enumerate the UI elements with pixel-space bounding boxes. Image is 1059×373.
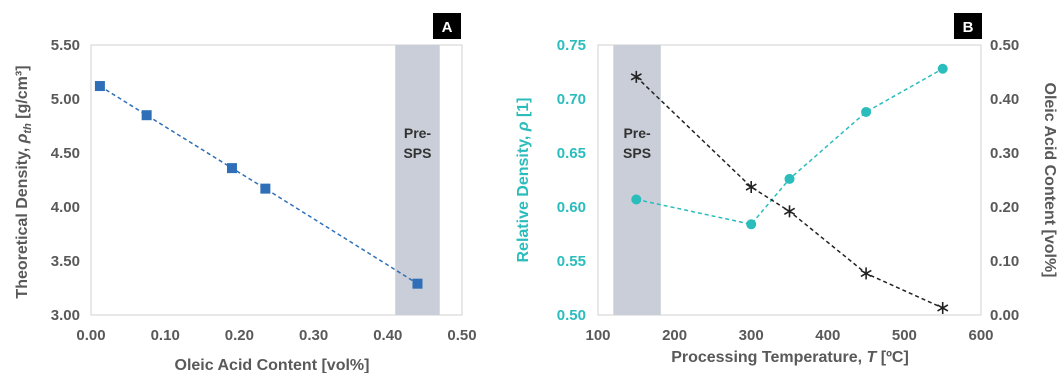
data-point-square — [260, 183, 271, 194]
x-axis-title-b-symbol: T — [867, 349, 878, 366]
asterisk-stroke — [745, 183, 757, 191]
y-tick-label-a: 3.50 — [51, 253, 80, 270]
y-axis-title-b-main: Relative Density, — [515, 131, 532, 262]
x-tick-label-a: 0.40 — [373, 327, 402, 344]
x-tick-label-a: 0.50 — [447, 327, 476, 344]
y-tick-label-a: 5.00 — [51, 91, 80, 108]
x-tick-label-a: 0.10 — [151, 327, 180, 344]
x-tick-label-b: 200 — [662, 327, 687, 344]
y-axis-title-b-symbol: ρ — [515, 121, 532, 132]
y-tick-label-b: 0.50 — [557, 307, 586, 324]
y2-tick-label-b: 0.20 — [990, 199, 1019, 216]
series-line-oleic-acid — [635, 76, 944, 309]
y-tick-label-b: 0.55 — [557, 253, 586, 270]
pre-sps-band-a — [395, 45, 440, 315]
data-point-circle — [861, 106, 872, 117]
x-axis-title-a: Oleic Acid Content [vol%] — [175, 357, 370, 373]
data-point-circle — [631, 194, 642, 205]
x-axis-title-b-units: [ºC] — [876, 349, 909, 366]
x-tick-label-b: 400 — [815, 327, 840, 344]
x-axis-title-b-main: Processing Temperature, — [671, 349, 866, 366]
panel-label-box-a — [433, 13, 461, 39]
x-tick-label-a: 0.30 — [299, 327, 328, 344]
series-b — [630, 63, 949, 314]
plot-area-a — [90, 44, 463, 316]
pre-sps-label-line2-b: SPS — [623, 145, 651, 161]
plot-area-b — [597, 44, 982, 316]
data-point-asterisk — [745, 181, 757, 194]
panel-label-b: B — [963, 19, 974, 36]
y-axis-title-a-main: Theoretical Density, — [14, 143, 31, 298]
pre-sps-label-line1-b: Pre- — [623, 125, 651, 141]
y-axis-title-b: Relative Density, ρ [1] — [515, 98, 532, 263]
pre-sps-label-line1-a: Pre- — [404, 125, 432, 141]
data-point-square — [412, 278, 423, 289]
panel-label-box-b — [954, 13, 982, 39]
x-tick-label-b: 300 — [739, 327, 764, 344]
x-tick-label-b: 500 — [892, 327, 917, 344]
y-tick-label-b: 0.65 — [557, 145, 586, 162]
data-point-circle — [746, 219, 757, 230]
y-axis-title-b-units: [1] — [515, 98, 532, 122]
pre-sps-band-b — [613, 45, 661, 315]
panel-b: Pre- SPS 100 200 300 400 500 600 0.50 0.55 0.60 0… — [515, 13, 1058, 366]
x-tick-label-b: 100 — [585, 327, 610, 344]
y-axis-title-a-sub: th — [22, 123, 34, 134]
data-point-square — [226, 163, 237, 174]
y-tick-label-b: 0.70 — [557, 91, 586, 108]
panel-a: Pre- SPS 0.00 0.10 0.20 0.30 0.40 0.50 3.00 3.5… — [14, 13, 477, 373]
x-tick-label-a: 0.20 — [225, 327, 254, 344]
data-point-asterisk — [783, 205, 796, 218]
y2-tick-label-b: 0.10 — [990, 253, 1019, 270]
series-line-relative-density — [636, 68, 944, 226]
data-point-asterisk — [860, 267, 872, 280]
data-point-square — [141, 110, 152, 121]
y-tick-label-a: 4.50 — [51, 145, 80, 162]
asterisk-stroke — [783, 207, 796, 216]
y2-tick-label-b: 0.50 — [990, 37, 1019, 54]
ticks-b: 100 200 300 400 500 600 0.50 0.55 0.60 0.65 0.70 0.… — [557, 37, 1019, 344]
ticks-a: 0.00 0.10 0.20 0.30 0.40 0.50 3.00 3.50 4.00 4.50… — [51, 37, 477, 344]
y-tick-label-a: 5.50 — [51, 37, 80, 54]
series-a — [94, 81, 423, 289]
y-tick-label-b: 0.75 — [557, 37, 586, 54]
asterisk-stroke — [937, 304, 949, 312]
y-tick-label-a: 4.00 — [51, 199, 80, 216]
y-axis-title-a-symbol: ρ — [14, 133, 31, 144]
y-axis-title-a: Theoretical Density, ρth [g/cm³] — [14, 65, 34, 298]
y2-tick-label-b: 0.40 — [990, 91, 1019, 108]
y-tick-label-b: 0.60 — [557, 199, 586, 216]
data-point-asterisk — [630, 70, 642, 83]
data-point-square — [94, 81, 105, 92]
data-point-circle — [937, 63, 948, 74]
panel-label-a: A — [442, 19, 453, 36]
y2-axis-title-b: Oleic Acid Content [vol%] — [1041, 83, 1058, 278]
data-point-asterisk — [937, 301, 949, 314]
y-tick-label-a: 3.00 — [51, 307, 80, 324]
x-tick-label-a: 0.00 — [76, 327, 105, 344]
y2-tick-label-b: 0.30 — [990, 145, 1019, 162]
x-tick-label-b: 600 — [968, 327, 993, 344]
pre-sps-label-line2-a: SPS — [403, 145, 431, 161]
data-point-circle — [784, 173, 795, 184]
y2-tick-label-b: 0.00 — [990, 307, 1019, 324]
x-axis-title-b: Processing Temperature, T [ºC] — [671, 349, 909, 366]
asterisk-stroke — [860, 269, 872, 278]
asterisk-stroke — [630, 73, 642, 81]
y-axis-title-a-units: [g/cm³] — [14, 65, 31, 123]
